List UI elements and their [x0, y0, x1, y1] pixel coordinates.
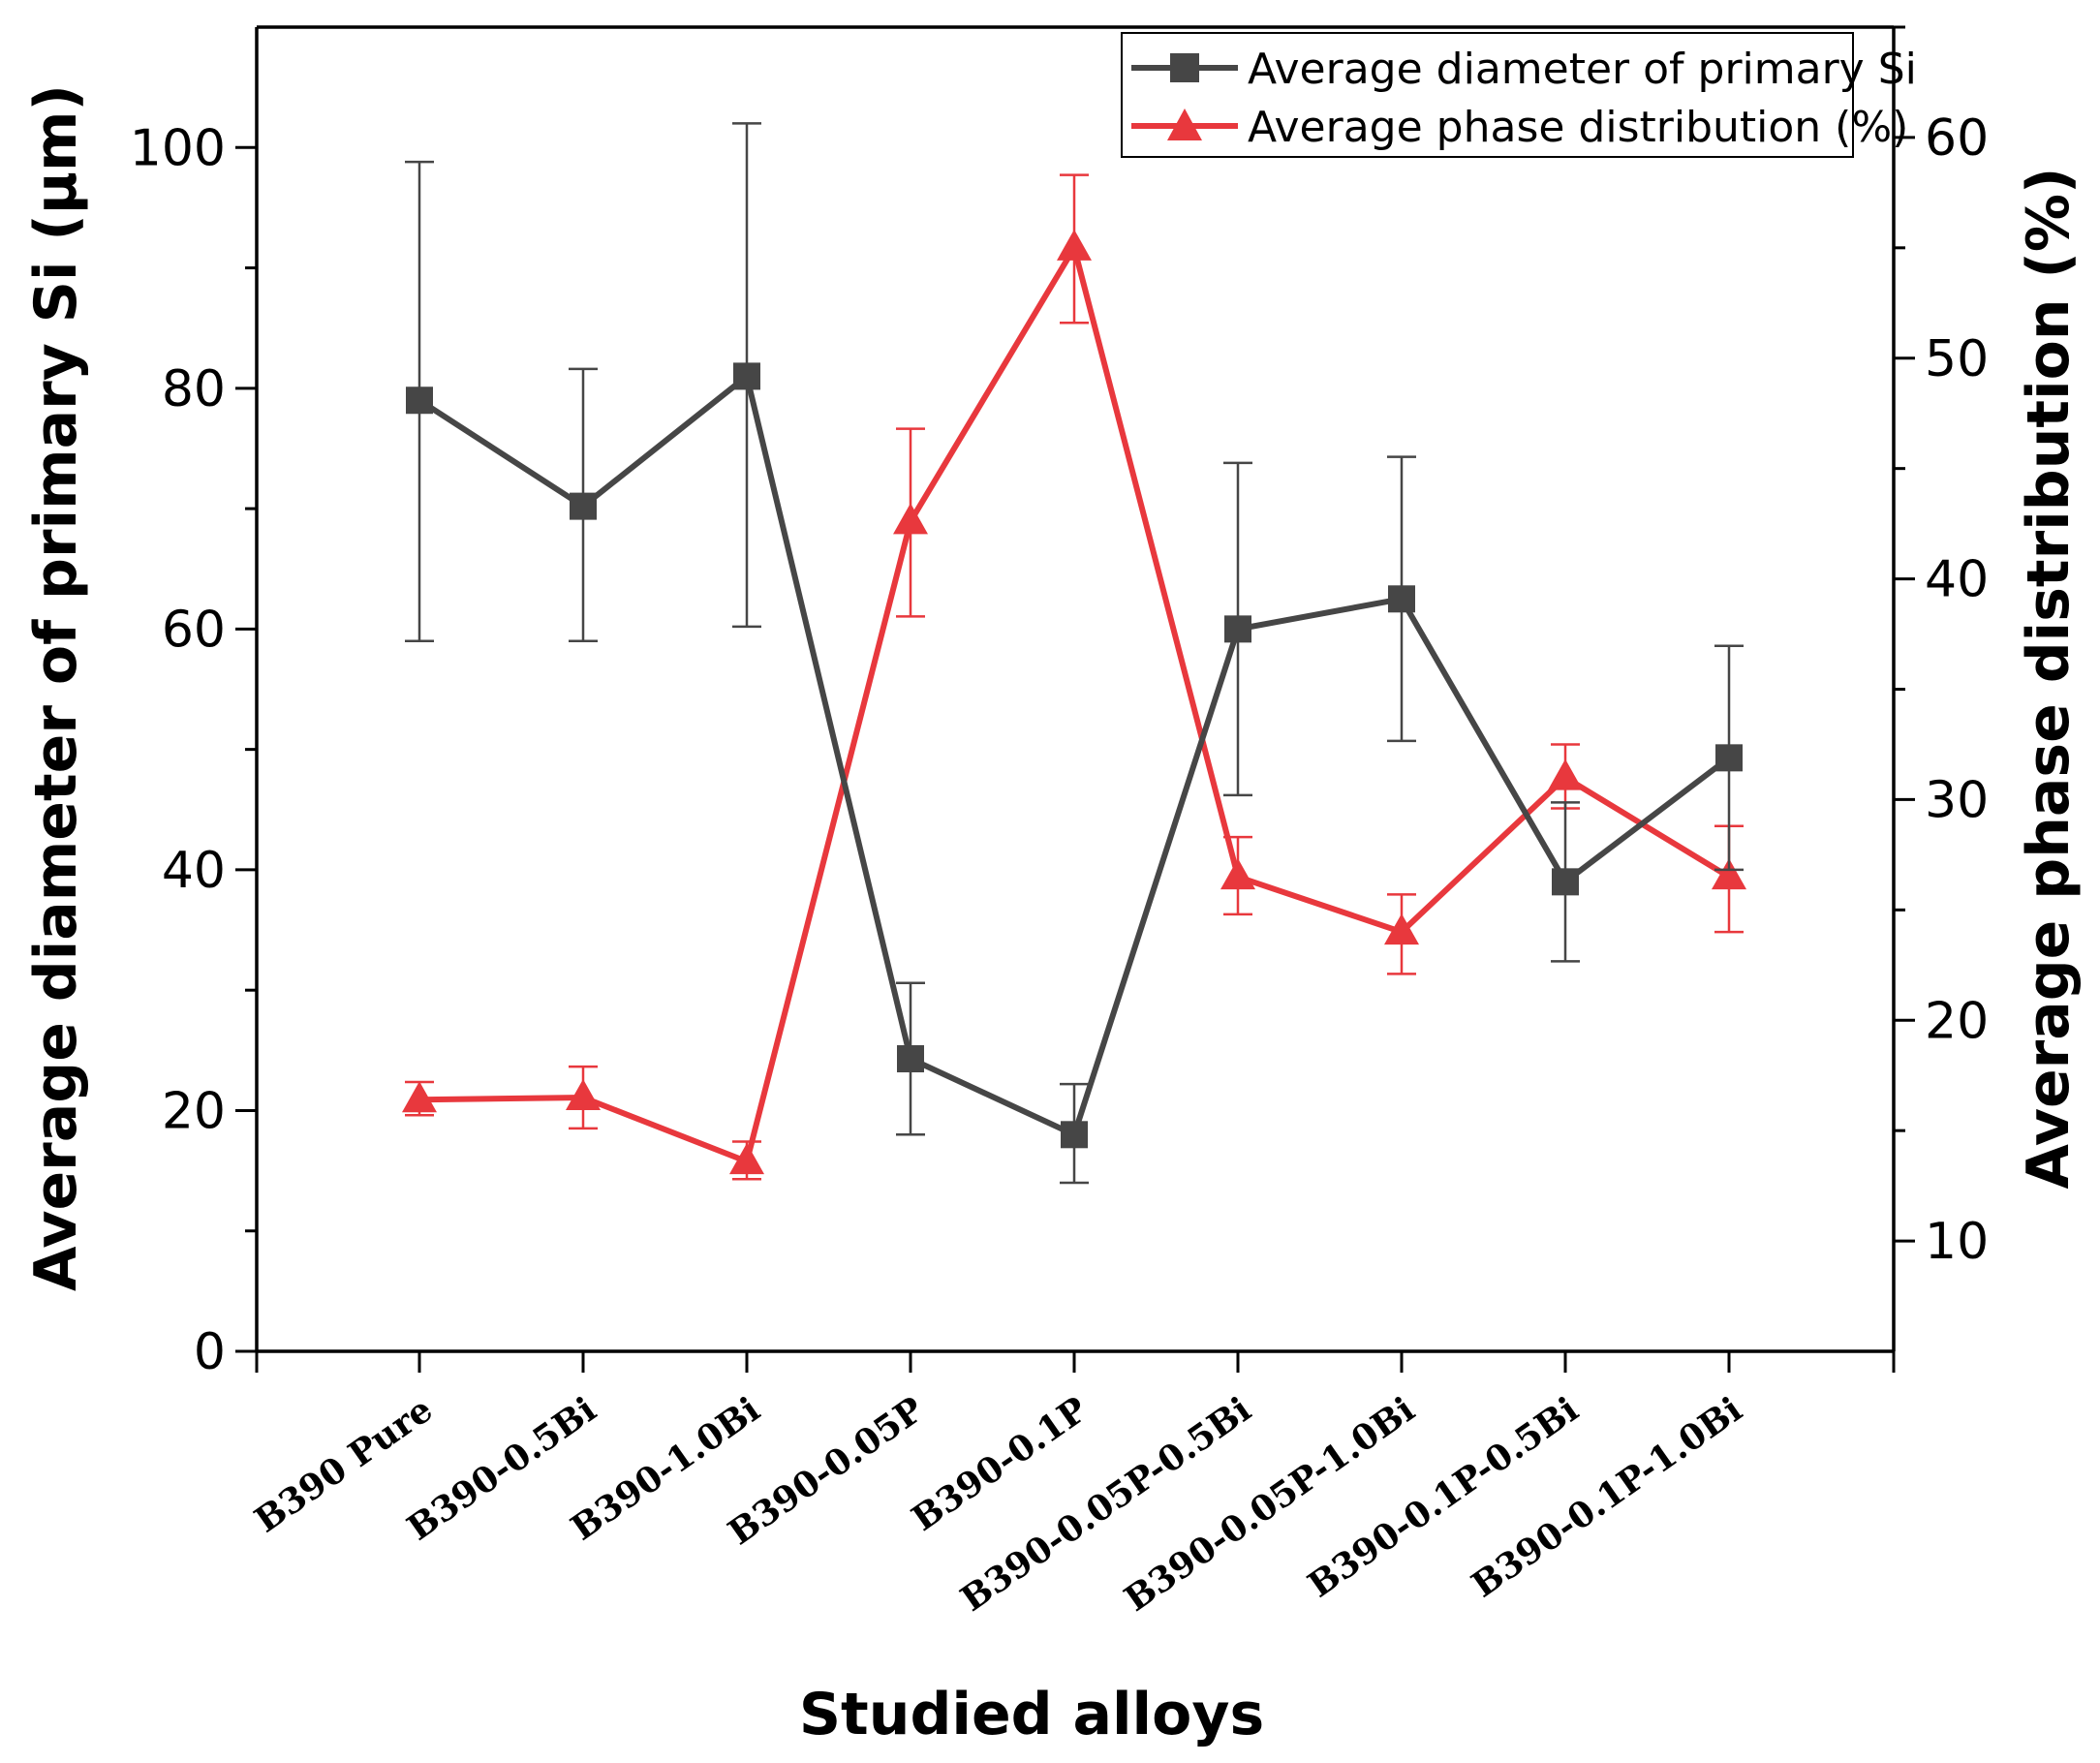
data-point — [570, 492, 597, 520]
x-category-label: B390-0.05P-1.0Bi — [1117, 1389, 1422, 1620]
legend-marker-phase — [1167, 108, 1202, 140]
left-tick-label: 80 — [162, 360, 226, 418]
series-layer — [402, 122, 1746, 1185]
data-point — [1552, 868, 1579, 896]
x-axis-ticks: B390 PureB390-0.5BiB390-1.0BiB390-0.05PB… — [247, 1351, 1896, 1620]
y-axis-right-title: Average phase distribution (%) — [2015, 168, 2083, 1190]
legend-label-diameter: Average diameter of primary Si — [1248, 45, 1917, 94]
data-point — [1057, 229, 1092, 261]
x-axis-title: Studied alloys — [799, 1681, 1264, 1748]
data-point — [566, 1078, 601, 1110]
data-point — [729, 1143, 764, 1175]
right-tick-label: 20 — [1925, 992, 1989, 1050]
data-point — [1384, 913, 1419, 945]
series-line — [418, 240, 1731, 1166]
right-tick-label: 30 — [1925, 771, 1989, 829]
right-axis-ticks: 10 20 30 40 50 60 — [1894, 25, 1989, 1271]
x-category-label: B390-0.1P-0.5Bi — [1301, 1389, 1586, 1606]
data-point — [897, 1045, 924, 1073]
series-diameter — [405, 122, 1744, 1185]
left-axis-ticks: 0 20 40 60 80 100 — [130, 119, 257, 1381]
y-axis-left-title: Average diameter of primary Si (µm) — [22, 84, 90, 1291]
left-tick-label: 100 — [130, 119, 226, 177]
legend: Average diameter of primary Si Average p… — [1121, 32, 1917, 158]
legend-marker-diameter — [1170, 53, 1199, 82]
data-point — [1715, 744, 1743, 772]
data-point — [402, 1081, 437, 1113]
data-point — [1712, 858, 1746, 890]
data-point — [893, 503, 928, 535]
data-point — [733, 362, 760, 390]
right-tick-label: 40 — [1925, 551, 1989, 609]
left-tick-label: 0 — [194, 1323, 226, 1381]
legend-label-phase: Average phase distribution (%) — [1248, 103, 1908, 152]
data-point — [1224, 615, 1251, 643]
right-tick-label: 60 — [1925, 109, 1989, 168]
legend-box — [1121, 32, 1854, 158]
right-tick-label: 50 — [1925, 330, 1989, 388]
left-tick-label: 60 — [162, 601, 226, 659]
left-tick-label: 20 — [162, 1082, 226, 1140]
data-point — [1061, 1121, 1088, 1149]
data-point — [406, 387, 433, 415]
data-point — [1388, 585, 1415, 613]
series-phase — [402, 173, 1746, 1181]
series-line — [417, 371, 1731, 1139]
right-tick-label: 10 — [1925, 1213, 1989, 1271]
data-point — [1548, 758, 1583, 790]
x-category-label: B390-0.05P-0.5Bi — [953, 1389, 1258, 1620]
x-category-label: B390-0.1P-1.0Bi — [1465, 1389, 1749, 1606]
data-point — [1220, 858, 1255, 890]
left-tick-label: 40 — [162, 842, 226, 900]
